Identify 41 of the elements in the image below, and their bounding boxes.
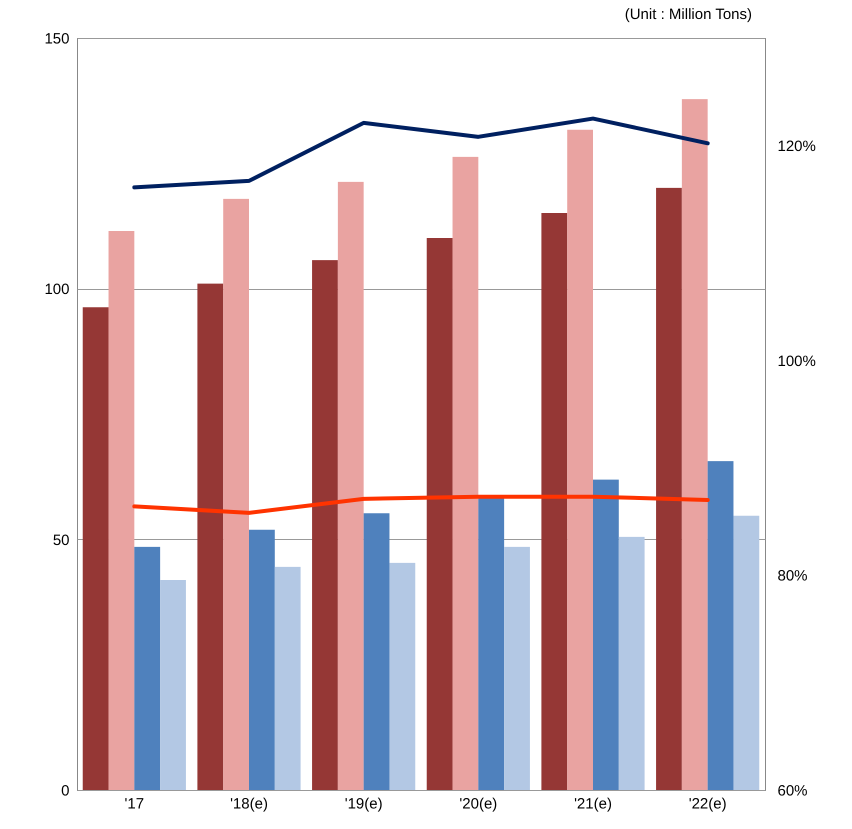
- x-tick-label: '18(e): [230, 796, 268, 812]
- y2-tick-label: 100%: [778, 352, 816, 370]
- y-tick-label: 0: [61, 782, 70, 800]
- bar: [656, 188, 682, 790]
- line-series: [132, 116, 710, 190]
- x-tick-label: '20(e): [459, 796, 498, 812]
- bar: [160, 580, 186, 790]
- bar: [452, 156, 478, 790]
- bar: [504, 546, 530, 790]
- bar: [82, 307, 109, 790]
- bar: [197, 284, 224, 790]
- bar: [389, 562, 416, 790]
- x-tick-label: '22(e): [688, 796, 727, 812]
- bar: [364, 513, 390, 790]
- line-series: [132, 494, 710, 515]
- bar: [274, 566, 301, 790]
- bar: [708, 461, 734, 790]
- x-tick-label: '19(e): [344, 796, 383, 812]
- y-tick-label: 50: [52, 532, 70, 549]
- x-tick-label: '17: [124, 796, 144, 812]
- bar: [223, 198, 249, 790]
- bar: [249, 530, 275, 790]
- bar: [312, 260, 338, 790]
- bar: [567, 130, 593, 790]
- bar: [108, 231, 134, 790]
- x-tick-label: '21(e): [574, 796, 612, 812]
- y2-tick-label: 80%: [778, 568, 808, 585]
- bar: [338, 182, 364, 790]
- bar: [682, 99, 708, 790]
- y-tick-label: 150: [44, 30, 70, 48]
- bar: [618, 536, 645, 790]
- bar: [134, 546, 160, 790]
- y-tick-label: 100: [44, 281, 70, 298]
- bar: [426, 238, 453, 790]
- bar: [593, 480, 619, 790]
- y2-tick-label: 120%: [778, 138, 816, 155]
- bar: [478, 498, 504, 790]
- bar: [541, 212, 568, 790]
- text: (Unit : Million Tons): [624, 6, 752, 23]
- bar: [733, 516, 760, 790]
- y2-tick-label: 60%: [778, 782, 808, 800]
